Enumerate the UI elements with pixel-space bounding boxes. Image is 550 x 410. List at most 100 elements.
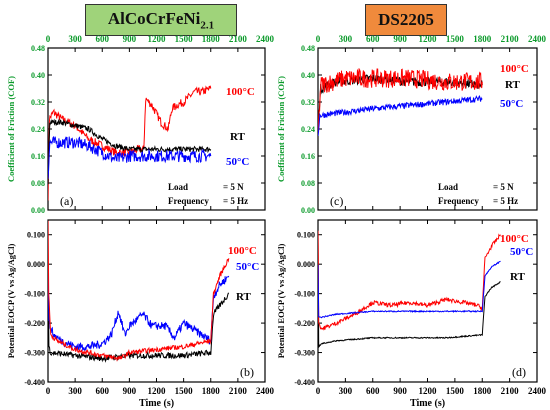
cof-a-xtick-label: 600 [96, 34, 110, 44]
cof-a-ytick-label: 0.40 [31, 71, 45, 80]
ocp-b-xtick-label: 2400 [256, 386, 275, 396]
cof-c-xtick-label: 900 [393, 34, 407, 44]
title-alcocrfeni-text: AlCoCrFeNi2.1 [107, 8, 215, 32]
ocp-b-xtick-label: 300 [68, 386, 82, 396]
cof-c-xtick-label: 1500 [446, 34, 465, 44]
ocp-d-ylabel: Potential EOCP (V vs Ag/AgCl) [276, 244, 286, 359]
cof-c-series-50C [318, 94, 483, 136]
ocp-d-ytick-label: -0.400 [294, 378, 315, 387]
cof-c-ytick-label: 0.32 [301, 98, 315, 107]
cof-a-load-value: = 5 N [223, 182, 244, 192]
cof-a-frequency-label: Frequency [168, 196, 209, 206]
cof-c-panel-label: (c) [330, 194, 343, 208]
cof-a-series-50C [48, 135, 212, 179]
cof-a-annotation: RT [230, 131, 246, 143]
cof-a-xtick-label: 300 [68, 34, 82, 44]
ocp-d-annotation: RT [510, 271, 526, 283]
cof-a-annotation: 100°C [226, 86, 255, 98]
cof-a-ytick-label: 0.08 [31, 179, 45, 188]
ocp-d-annotation: 100°C [500, 233, 529, 245]
cof-a-xtick-label: 900 [123, 34, 137, 44]
cof-c-ylabel: Coefficient of Friction (COF) [276, 76, 286, 182]
ocp-b-ytick-label: -0.300 [24, 349, 45, 358]
ocp-b-xtick-label: 0 [46, 386, 51, 396]
ocp-d-xtick-label: 1500 [446, 386, 465, 396]
ocp-d-series-RT [318, 235, 501, 349]
cof-a-ytick-label: 0.16 [31, 152, 45, 161]
cof-c-annotation: RT [505, 79, 521, 91]
ocp-b-xtick-label: 1200 [148, 386, 167, 396]
ocp-b-series-RT [48, 264, 230, 363]
ocp-b-xtick-label: 1800 [202, 386, 221, 396]
ocp-d-panel-label: (d) [512, 365, 526, 379]
ocp-b-ytick-label: 0.100 [27, 231, 45, 240]
ocp-d-xtick-label: 300 [339, 386, 353, 396]
ocp-d-annotation: 50°C [510, 246, 533, 258]
ocp-b-ylabel: Potential EOCP (V vs Ag/AgCl) [6, 244, 16, 359]
cof-c-xtick-label: 1200 [419, 34, 438, 44]
cof-a-ytick-label: 0.24 [31, 125, 45, 134]
ocp-b-ytick-label: -0.400 [24, 378, 45, 387]
cof-a-xtick-label: 0 [46, 34, 51, 44]
ocp-b-xtick-label: 1500 [175, 386, 194, 396]
cof-a-frequency-value: = 5 Hz [223, 196, 248, 206]
ocp-b-series-50C [48, 261, 230, 352]
cof-c-ytick-label: 0.40 [301, 71, 315, 80]
cof-a-ylabel: Coefficient of Friction (COF) [6, 76, 16, 182]
cof-a-load-label: Load [168, 182, 188, 192]
ocp-b-annotation: 100°C [228, 245, 257, 257]
cof-c-xtick-label: 2400 [528, 34, 547, 44]
cof-a-panel: 0 300 600 900 1200 1500 1800 2100 2400 0.00 0.08 0.… [6, 34, 275, 215]
ocp-b-xtick-label: 900 [123, 386, 137, 396]
cof-c-frequency-label: Frequency [438, 196, 479, 206]
ocp-b-xtick-label: 600 [96, 386, 110, 396]
cof-c-load-value: = 5 N [493, 182, 514, 192]
title-ds2205: DS2205 [365, 4, 447, 36]
cof-c-annotation: 100°C [500, 63, 529, 75]
ocp-d-xtick-label: 2100 [501, 386, 520, 396]
cof-c-xtick-label: 2100 [501, 34, 520, 44]
title-alcocrfeni: AlCoCrFeNi2.1 [85, 4, 237, 36]
ocp-b-annotation: RT [236, 291, 252, 303]
cof-a-ytick-label: 0.00 [31, 206, 45, 215]
cof-c-xtick-label: 300 [339, 34, 353, 44]
cof-a-series-100C [48, 85, 212, 201]
ocp-b-panel: 0 300 600 900 1200 1500 1800 2100 2400 -0.400 -0.3… [6, 219, 275, 409]
cof-c-series-100C [318, 67, 483, 134]
cof-a-ytick-label: 0.32 [31, 98, 45, 107]
ocp-d-series-50C [318, 260, 501, 319]
ocp-d-xtick-label: 2400 [528, 386, 547, 396]
ocp-d-ytick-label: 0.100 [297, 231, 315, 240]
ocp-b-ytick-label: -0.100 [24, 290, 45, 299]
ocp-d-xtick-label: 1800 [473, 386, 492, 396]
ocp-b-xtick-label: 2100 [229, 386, 248, 396]
ocp-d-xtick-label: 600 [366, 386, 380, 396]
cof-c-xtick-label: 0 [316, 34, 321, 44]
cof-c-ytick-label: 0.08 [301, 179, 315, 188]
ocp-d-xtick-label: 1200 [419, 386, 438, 396]
cof-a-ytick-label: 0.48 [31, 44, 45, 53]
cof-c-xtick-label: 1800 [473, 34, 492, 44]
cof-a-xtick-label: 2100 [229, 34, 248, 44]
cof-c-ytick-label: 0.00 [301, 206, 315, 215]
ocp-b-ytick-label: 0.000 [27, 260, 45, 269]
ocp-b-annotation: 50°C [236, 261, 259, 273]
cof-c-ytick-label: 0.16 [301, 152, 315, 161]
ocp-d-xtick-label: 900 [393, 386, 407, 396]
ocp-d-ytick-label: -0.200 [294, 319, 315, 328]
ocp-d-panel: 0 300 600 900 1200 1500 1800 2100 2400 -0.400 -0.3… [276, 219, 547, 409]
cof-a-xtick-label: 1800 [202, 34, 221, 44]
cof-a-xtick-label: 1200 [148, 34, 167, 44]
cof-a-xtick-label: 2400 [256, 34, 275, 44]
cof-c-frequency-value: = 5 Hz [493, 196, 518, 206]
ocp-b-xlabel: Time (s) [139, 398, 174, 409]
cof-c-panel: 0 300 600 900 1200 1500 1800 2100 2400 0.00 0.08 0.… [276, 34, 547, 215]
cof-c-annotation: 50°C [500, 98, 523, 110]
cof-c-ytick-label: 0.24 [301, 125, 315, 134]
ocp-b-ytick-label: -0.200 [24, 319, 45, 328]
cof-a-annotation: 50°C [226, 156, 249, 168]
ocp-b-panel-label: (b) [240, 365, 254, 379]
ocp-d-xtick-label: 0 [316, 386, 321, 396]
cof-c-load-label: Load [438, 182, 458, 192]
